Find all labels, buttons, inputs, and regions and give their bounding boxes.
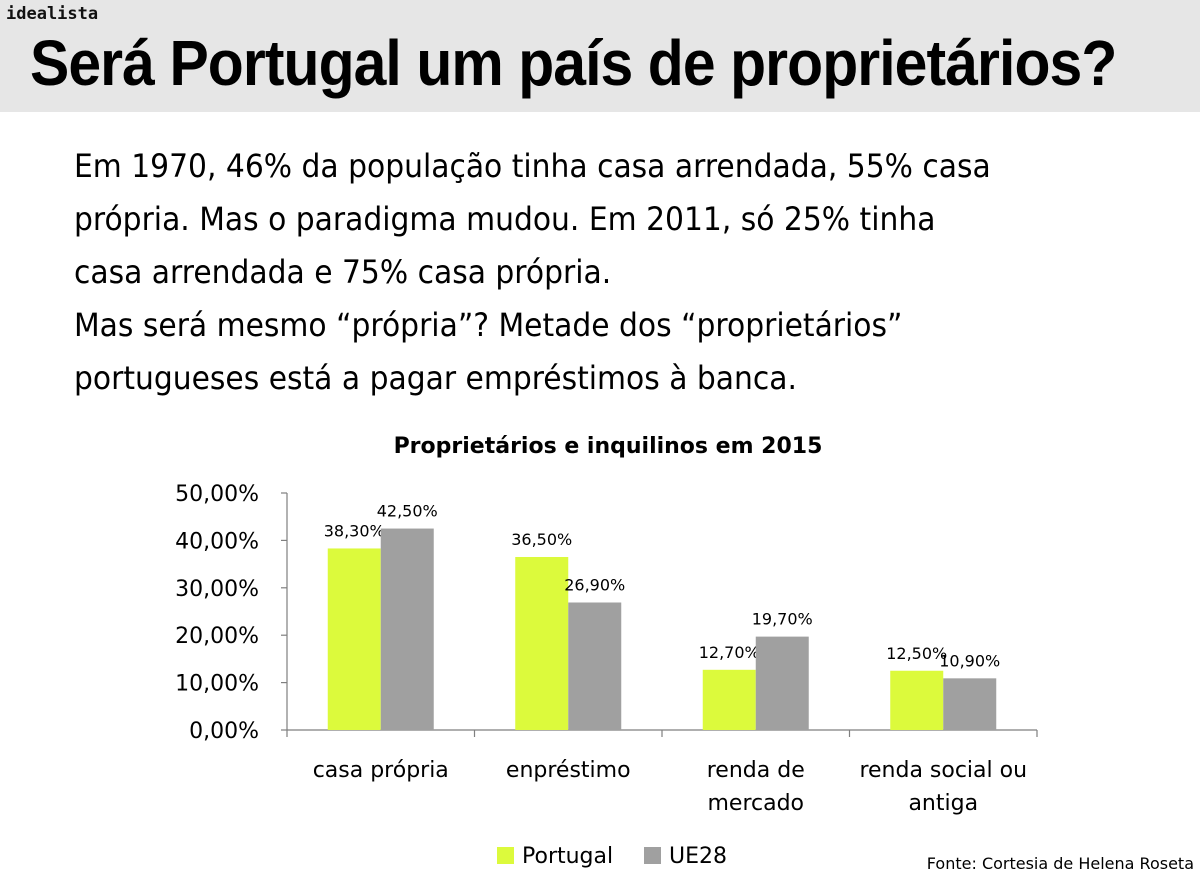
intro-line: portugueses está a pagar empréstimos à b… <box>74 359 797 397</box>
legend-swatch <box>497 847 514 864</box>
bar-ue28 <box>755 636 809 730</box>
x-tick-label: renda de <box>707 758 805 783</box>
bar-portugal <box>515 556 569 730</box>
bar-chart: Proprietários e inquilinos em 2015 0,00%… <box>175 434 1038 869</box>
data-label: 10,90% <box>939 651 1000 670</box>
x-tick-label: casa própria <box>313 758 449 783</box>
bar-portugal <box>327 548 381 730</box>
bar-ue28 <box>943 678 997 730</box>
x-tick-label: renda social ou <box>859 758 1027 783</box>
intro-line: própria. Mas o paradigma mudou. Em 2011,… <box>74 200 936 238</box>
bar-ue28 <box>380 528 434 730</box>
y-tick-label: 10,00% <box>175 672 259 697</box>
page-title: Será Portugal um país de proprietários? <box>30 27 1117 99</box>
intro-line: casa arrendada e 75% casa própria. <box>74 253 612 291</box>
data-label: 38,30% <box>324 521 385 540</box>
brand-logo: idealista <box>6 4 99 24</box>
source-caption: Fonte: Cortesia de Helena Roseta <box>926 854 1194 873</box>
legend-label: UE28 <box>669 844 727 869</box>
bar-portugal <box>702 669 756 730</box>
data-label: 42,50% <box>377 502 438 521</box>
data-label: 12,50% <box>886 644 947 663</box>
header-bar: idealista Será Portugal um país de propr… <box>0 0 1200 112</box>
y-tick-label: 50,00% <box>175 482 259 507</box>
intro-line: Em 1970, 46% da população tinha casa arr… <box>74 147 991 185</box>
x-tick-label: antiga <box>908 791 978 816</box>
y-tick-label: 0,00% <box>189 719 259 744</box>
intro-text: Em 1970, 46% da população tinha casa arr… <box>74 140 1164 405</box>
x-tick-label: enpréstimo <box>506 758 631 783</box>
chart-title: Proprietários e inquilinos em 2015 <box>394 434 823 459</box>
x-tick-label: mercado <box>707 791 804 816</box>
bar-ue28 <box>568 602 622 730</box>
y-tick-label: 30,00% <box>175 577 259 602</box>
data-label: 26,90% <box>564 575 625 594</box>
data-label: 19,70% <box>752 610 813 629</box>
data-label: 36,50% <box>511 530 572 549</box>
y-tick-label: 40,00% <box>175 529 259 554</box>
legend-label: Portugal <box>522 844 613 869</box>
intro-line: Mas será mesmo “própria”? Metade dos “pr… <box>74 306 903 344</box>
bar-portugal <box>890 670 944 730</box>
legend-swatch <box>644 847 661 864</box>
data-label: 12,70% <box>699 643 760 662</box>
y-tick-label: 20,00% <box>175 624 259 649</box>
